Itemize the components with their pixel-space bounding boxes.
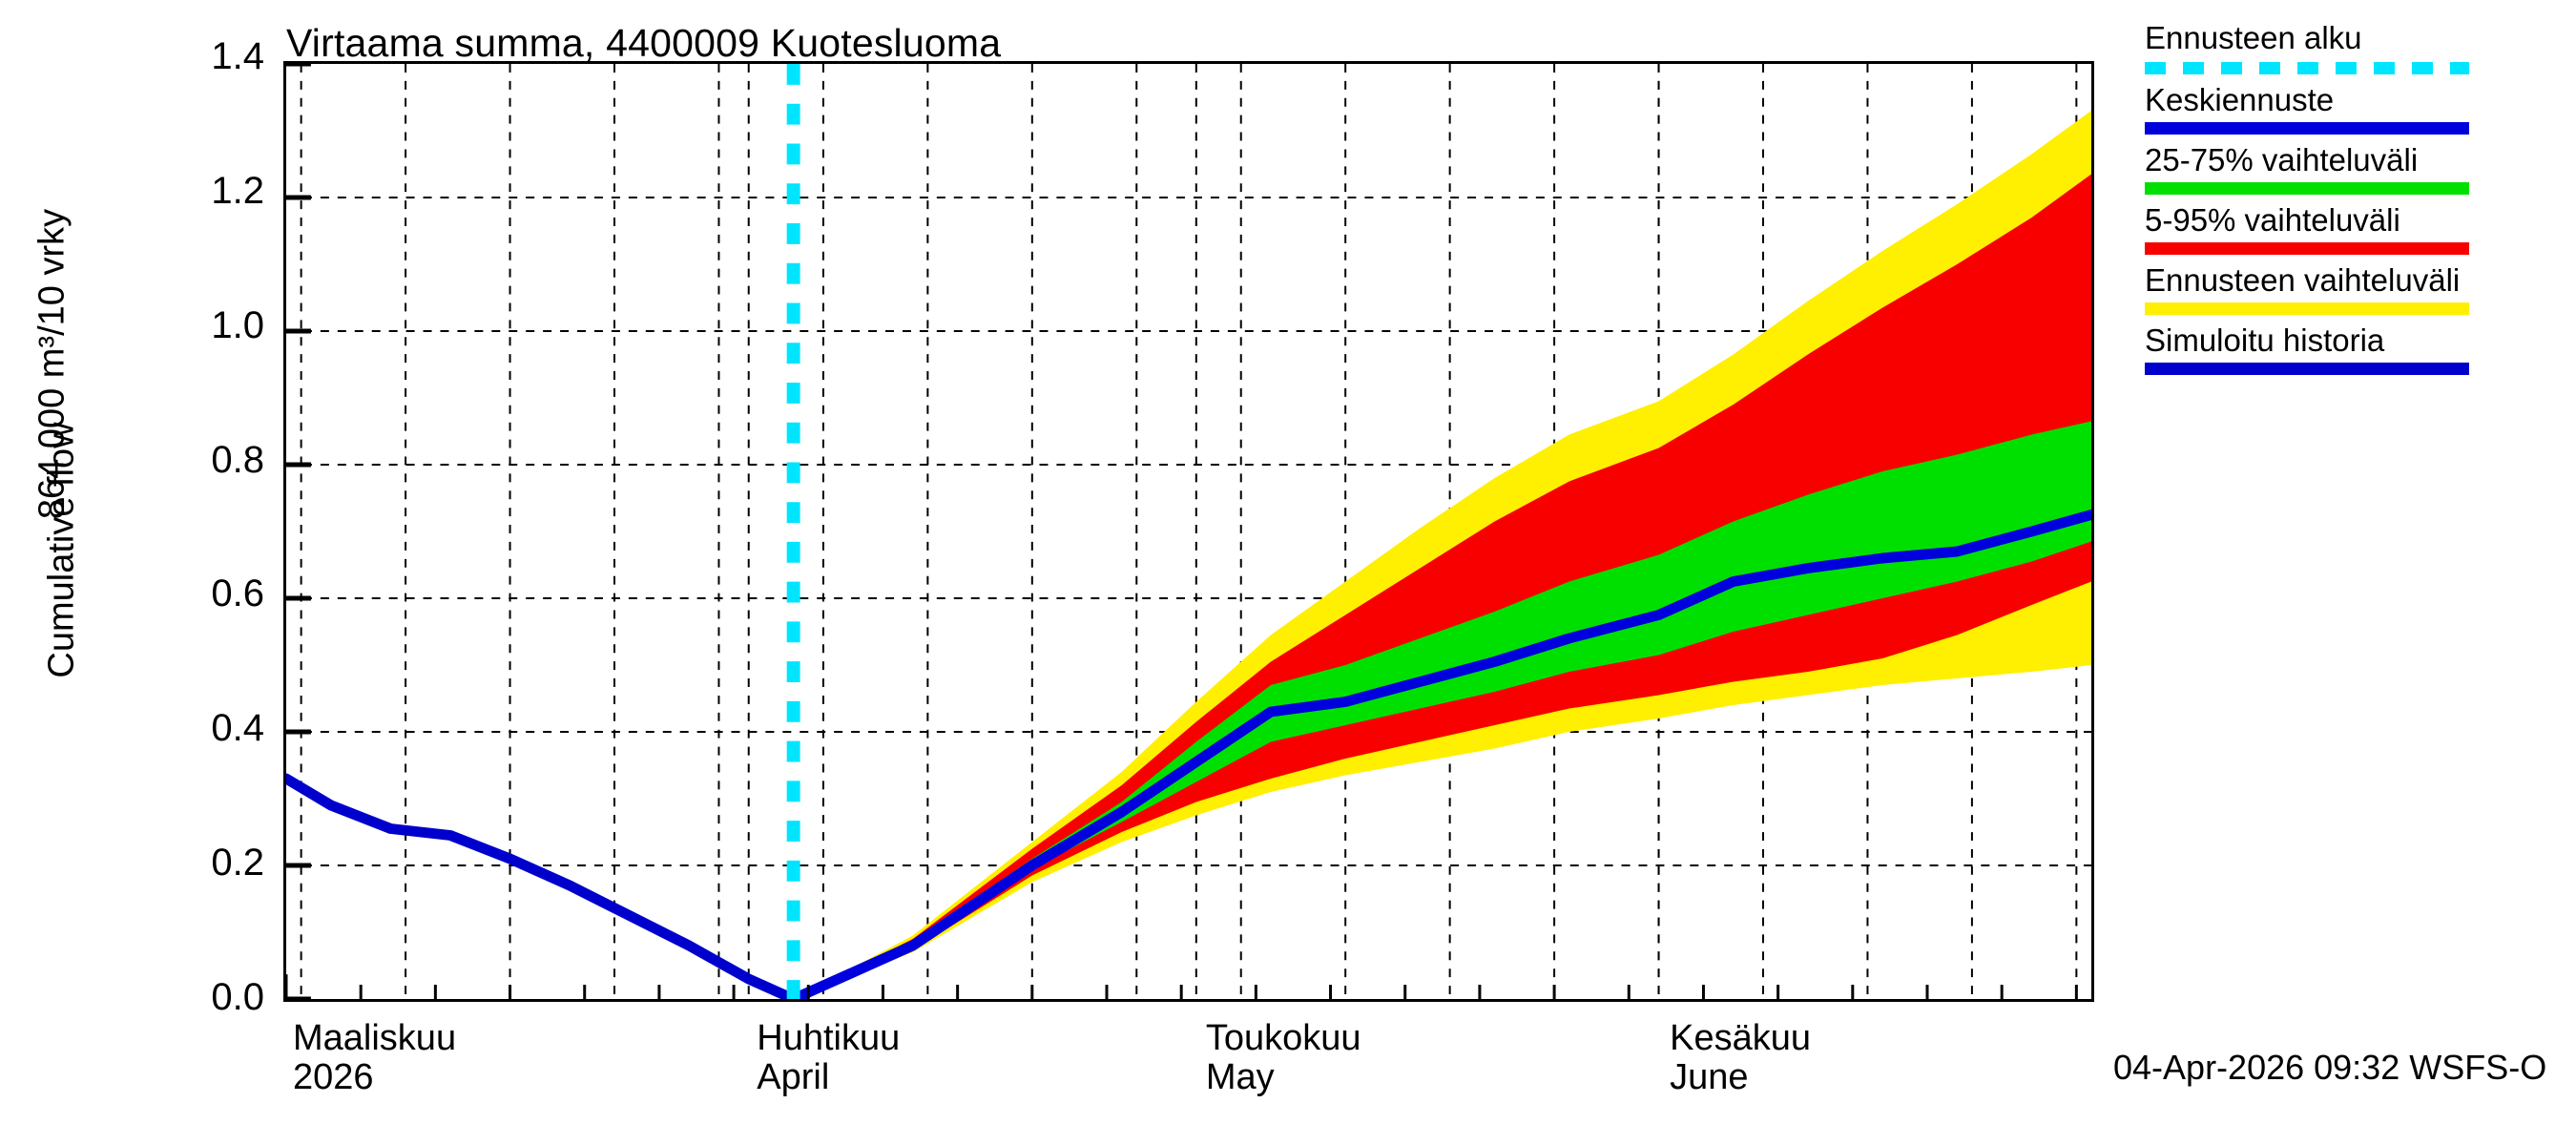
legend-item-label: Simuloitu historia <box>2145 322 2385 358</box>
x-tick-month: Maaliskuu <box>293 1018 457 1058</box>
y-axis-major-ticks <box>286 64 311 999</box>
legend-item-label: Ennusteen alku <box>2145 20 2362 55</box>
y-axis-tick-label: 0.8 <box>211 438 264 481</box>
page-title: Virtaama summa, 4400009 Kuotesluoma <box>286 21 1002 65</box>
legend-item-label: 5-95% vaihteluväli <box>2145 201 2400 238</box>
x-axis-minor-ticks <box>286 974 2078 999</box>
y-axis-tick-label: 0.4 <box>211 707 264 750</box>
footer-timestamp: 04-Apr-2026 09:32 WSFS-O <box>2113 1048 2547 1087</box>
legend-item[interactable]: 25-75% vaihteluväli <box>2145 141 2565 195</box>
y-axis-tick-label: 0.0 <box>211 976 264 1018</box>
legend-item[interactable]: Ennusteen vaihteluväli <box>2145 261 2565 315</box>
x-axis-tick-label: Huhtikuu April <box>757 1018 901 1098</box>
x-tick-sublabel: May <box>1205 1057 1275 1098</box>
legend-item-swatch <box>2145 362 2469 375</box>
x-axis-tick-label: Kesäkuu June <box>1670 1018 1811 1098</box>
legend-item-label: Keskiennuste <box>2145 81 2335 117</box>
legend-item-swatch <box>2145 241 2469 255</box>
legend-item-label: 25-75% vaihteluväli <box>2145 141 2419 177</box>
legend-item[interactable]: Ennusteen alku <box>2145 20 2565 74</box>
x-axis-tick-label: Toukokuu May <box>1205 1018 1361 1098</box>
x-tick-sublabel: June <box>1670 1057 1749 1098</box>
x-tick-month: Toukokuu <box>1205 1018 1361 1058</box>
y-axis-tick-label: 1.0 <box>211 303 264 346</box>
forecast-bands <box>793 110 2091 999</box>
y-axis-name-label: Cumulative flow <box>41 422 82 678</box>
legend-item-label: Ennusteen vaihteluväli <box>2145 261 2461 298</box>
plot-canvas <box>286 64 2091 999</box>
x-tick-sublabel: 2026 <box>293 1057 374 1098</box>
legend-item[interactable]: Simuloitu historia <box>2145 323 2565 375</box>
x-axis-tick-label: Maaliskuu 2026 <box>293 1018 457 1098</box>
y-axis-tick-label: 1.4 <box>211 35 264 77</box>
y-axis-tick-label: 1.2 <box>211 169 264 212</box>
series-lines <box>286 510 2091 999</box>
legend-item-swatch <box>2145 121 2469 135</box>
plot-area <box>283 61 2094 1002</box>
x-tick-sublabel: April <box>757 1057 830 1098</box>
legend-item-swatch <box>2145 302 2469 315</box>
x-tick-month: Kesäkuu <box>1670 1018 1811 1058</box>
legend-item[interactable]: 5-95% vaihteluväli <box>2145 201 2565 255</box>
legend-item[interactable]: Keskiennuste <box>2145 81 2565 135</box>
legend-item-swatch <box>2145 61 2469 74</box>
y-axis-tick-label: 0.6 <box>211 572 264 615</box>
legend: Ennusteen alku Keskiennuste 25-75% vaihtel… <box>2145 20 2565 384</box>
legend-item-swatch <box>2145 181 2469 195</box>
y-axis-tick-label: 0.2 <box>211 842 264 885</box>
x-tick-month: Huhtikuu <box>757 1018 901 1058</box>
